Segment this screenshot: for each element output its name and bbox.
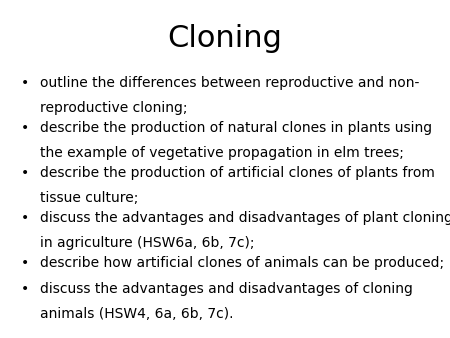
Text: outline the differences between reproductive and non-: outline the differences between reproduc… bbox=[40, 76, 420, 90]
Text: discuss the advantages and disadvantages of cloning: discuss the advantages and disadvantages… bbox=[40, 282, 414, 296]
Text: •: • bbox=[21, 282, 29, 296]
Text: in agriculture (HSW6a, 6b, 7c);: in agriculture (HSW6a, 6b, 7c); bbox=[40, 236, 255, 249]
Text: Cloning: Cloning bbox=[167, 24, 283, 53]
Text: •: • bbox=[21, 256, 29, 270]
Text: •: • bbox=[21, 121, 29, 135]
Text: •: • bbox=[21, 166, 29, 180]
Text: •: • bbox=[21, 76, 29, 90]
Text: reproductive cloning;: reproductive cloning; bbox=[40, 101, 188, 115]
Text: •: • bbox=[21, 211, 29, 225]
Text: describe the production of artificial clones of plants from: describe the production of artificial cl… bbox=[40, 166, 436, 180]
Text: discuss the advantages and disadvantages of plant cloning: discuss the advantages and disadvantages… bbox=[40, 211, 450, 225]
Text: describe the production of natural clones in plants using: describe the production of natural clone… bbox=[40, 121, 432, 135]
Text: describe how artificial clones of animals can be produced;: describe how artificial clones of animal… bbox=[40, 256, 445, 270]
Text: animals (HSW4, 6a, 6b, 7c).: animals (HSW4, 6a, 6b, 7c). bbox=[40, 307, 234, 321]
Text: tissue culture;: tissue culture; bbox=[40, 191, 139, 204]
Text: the example of vegetative propagation in elm trees;: the example of vegetative propagation in… bbox=[40, 146, 405, 160]
